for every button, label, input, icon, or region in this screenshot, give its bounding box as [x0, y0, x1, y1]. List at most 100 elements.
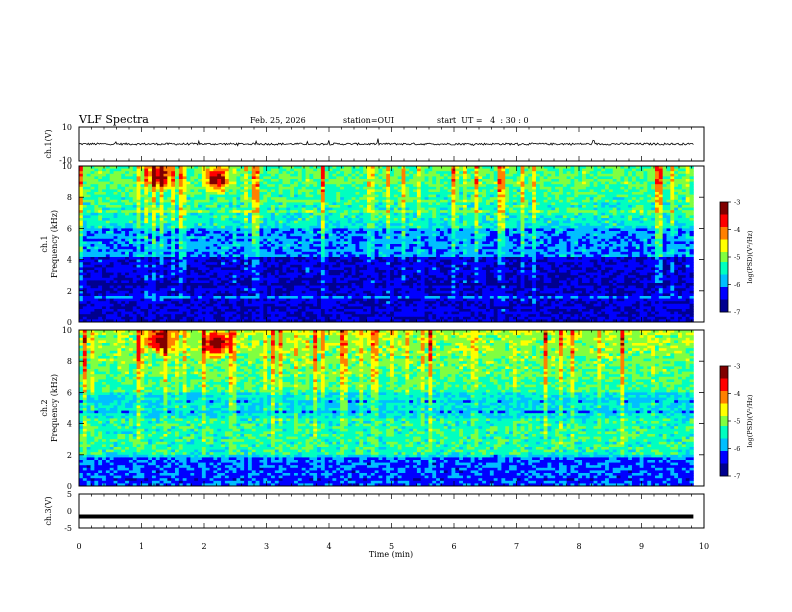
spectrogram-cell: [344, 205, 348, 208]
spectrogram-cell: [494, 226, 498, 229]
spectrogram-cell: [140, 174, 144, 177]
spectrogram-cell: [436, 223, 440, 226]
spectrogram-cell: [160, 226, 164, 229]
spectrogram-cell: [271, 189, 275, 192]
spectrogram-cell: [567, 215, 571, 218]
spectrogram-cell: [402, 187, 406, 190]
spectrogram-cell: [509, 210, 513, 213]
spectrogram-cell: [563, 202, 567, 205]
spectrogram-cell: [578, 208, 582, 211]
spectrogram-cell: [386, 218, 390, 221]
spectrogram-cell: [187, 176, 191, 179]
spectrogram-cell: [405, 234, 409, 237]
spectrogram-cell: [236, 197, 240, 200]
spectrogram-cell: [647, 171, 651, 174]
spectrogram-cell: [471, 197, 475, 200]
spectrogram-cell: [386, 223, 390, 226]
spectrogram-cell: [578, 205, 582, 208]
spectrogram-cell: [336, 223, 340, 226]
spectrogram-cell: [79, 239, 83, 242]
spectrogram-cell: [663, 184, 667, 187]
spectrogram-cell: [148, 169, 152, 172]
spectrogram-cell: [436, 231, 440, 234]
spectrogram-cell: [229, 174, 233, 177]
spectrogram-cell: [290, 226, 294, 229]
spectrogram-cell: [198, 189, 202, 192]
spectrogram-cell: [663, 226, 667, 229]
spectrogram-cell: [594, 174, 598, 177]
spectrogram-cell: [632, 234, 636, 237]
spectrogram-cell: [559, 208, 563, 211]
spectrogram-cell: [524, 221, 528, 224]
spectrogram-cell: [183, 218, 187, 221]
spectrogram-cell: [674, 215, 678, 218]
spectrogram-cell: [405, 187, 409, 190]
spectrogram-cell: [670, 179, 674, 182]
spectrogram-cell: [256, 223, 260, 226]
spectrogram-cell: [559, 174, 563, 177]
spectrogram-cell: [532, 228, 536, 231]
spectrogram-cell: [114, 184, 118, 187]
spectrogram-cell: [663, 234, 667, 237]
spectrogram-cell: [363, 244, 367, 247]
spectrogram-cell: [110, 231, 114, 234]
ch1-waveform-line: [79, 139, 693, 146]
spectrogram-cell: [171, 182, 175, 185]
spectrogram-cell: [670, 208, 674, 211]
spectrogram-cell: [210, 195, 214, 198]
spectrogram-cell: [317, 236, 321, 239]
spectrogram-cell: [417, 221, 421, 224]
spectrogram-cell: [313, 213, 317, 216]
spectrogram-cell: [121, 169, 125, 172]
spectrogram-cell: [267, 205, 271, 208]
spectrogram-cell: [670, 205, 674, 208]
spectrogram-cell: [674, 197, 678, 200]
spectrogram-cell: [428, 215, 432, 218]
spectrogram-cell: [551, 221, 555, 224]
spectrogram-cell: [382, 171, 386, 174]
spectrogram-cell: [183, 184, 187, 187]
spectrogram-cell: [206, 200, 210, 203]
spectrogram-cell: [498, 174, 502, 177]
spectrogram-cell: [451, 205, 455, 208]
spectrogram-cell: [494, 221, 498, 224]
spectrogram-cell: [256, 202, 260, 205]
spectrogram-cell: [175, 179, 179, 182]
spectrogram-cell: [601, 200, 605, 203]
spectrogram-cell: [259, 241, 263, 244]
spectrogram-cell: [640, 171, 644, 174]
spectrogram-cell: [586, 218, 590, 221]
spectrogram-cell: [252, 179, 256, 182]
spectrogram-cell: [83, 184, 87, 187]
spectrogram-cell: [144, 179, 148, 182]
spectrogram-cell: [436, 189, 440, 192]
spectrogram-cell: [555, 210, 559, 213]
spectrogram-cell: [624, 171, 628, 174]
spectrogram-cell: [263, 205, 267, 208]
spectrogram-cell: [144, 171, 148, 174]
spectrogram-cell: [405, 236, 409, 239]
spectrogram-cell: [179, 218, 183, 221]
spectrogram-cell: [563, 174, 567, 177]
spectrogram-cell: [521, 234, 525, 237]
spectrogram-cell: [144, 226, 148, 229]
spectrogram-cell: [271, 205, 275, 208]
spectrogram-cell: [651, 202, 655, 205]
spectrogram-cell: [321, 202, 325, 205]
spectrogram-cell: [686, 182, 690, 185]
spectrogram-cell: [144, 202, 148, 205]
spectrogram-cell: [440, 174, 444, 177]
spectrogram-cell: [386, 169, 390, 172]
spectrogram-cell: [690, 187, 694, 190]
spectrogram-cell: [240, 236, 244, 239]
spectrogram-cell: [667, 218, 671, 221]
spectrogram-cell: [563, 205, 567, 208]
spectrogram-cell: [655, 231, 659, 234]
spectrogram-cell: [628, 231, 632, 234]
spectrogram-cell: [137, 171, 141, 174]
spectrogram-cell: [325, 210, 329, 213]
spectrogram-cell: [198, 174, 202, 177]
spectrogram-cell: [163, 234, 167, 237]
spectrogram-cell: [421, 174, 425, 177]
spectrogram-cell: [152, 226, 156, 229]
